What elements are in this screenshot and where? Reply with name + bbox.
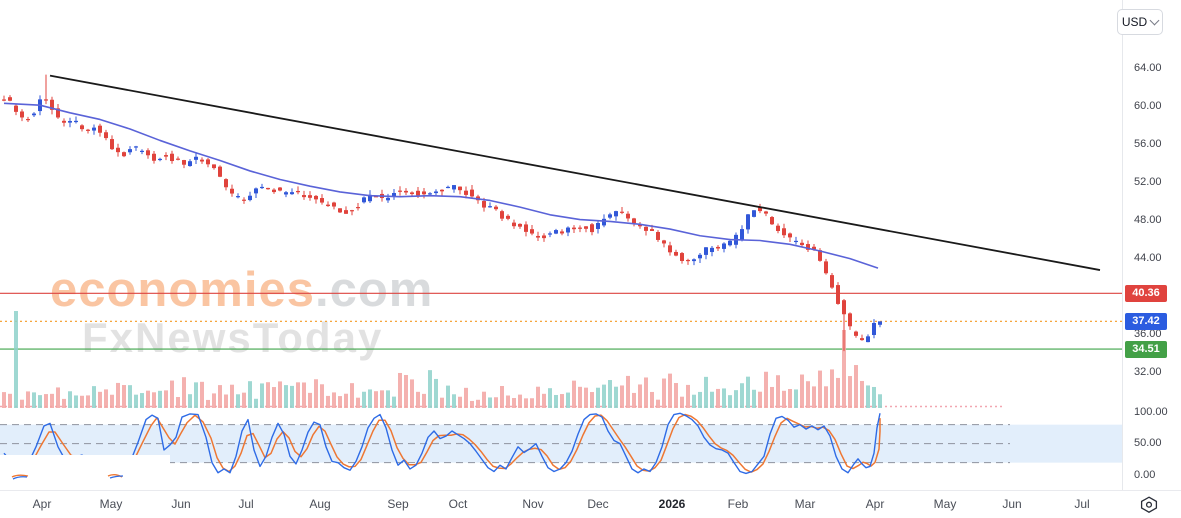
- watermark-domain: .com: [314, 263, 434, 317]
- time-axis-label: May: [933, 497, 957, 511]
- oscillator-tick-label: 0.00: [1134, 468, 1156, 481]
- price-tick-label: 52.00: [1134, 175, 1162, 188]
- price-tick-label: 48.00: [1134, 213, 1162, 226]
- time-axis-label: Jul: [1074, 497, 1090, 511]
- currency-selector-button[interactable]: USD: [1117, 9, 1163, 35]
- time-axis-label: Apr: [865, 497, 885, 511]
- watermark-tagline: FxNewsToday: [82, 314, 384, 361]
- price-tick-label: 64.00: [1134, 61, 1162, 74]
- price-axis[interactable]: 64.00 60.00 56.00 52.00 48.00 44.00 36.00 32.00…: [1122, 0, 1181, 490]
- oscillator-tick-label: 100.00: [1134, 405, 1168, 418]
- time-axis-label: Sep: [387, 497, 409, 511]
- settings-hexagon-icon[interactable]: [1138, 495, 1160, 515]
- time-axis-label: Apr: [32, 497, 52, 511]
- chevron-down-icon: [1149, 15, 1160, 26]
- price-tick-label: 36.00: [1134, 328, 1162, 341]
- price-tick-label: 56.00: [1134, 137, 1162, 150]
- currency-selector-value: USD: [1121, 15, 1148, 29]
- time-axis-label: Dec: [587, 497, 609, 511]
- time-axis-label: Feb: [727, 497, 749, 511]
- watermark-brand: economies: [50, 263, 315, 317]
- time-axis-label: Aug: [309, 497, 331, 511]
- time-axis-label: Jul: [238, 497, 254, 511]
- price-badge-support: 34.51: [1125, 340, 1167, 358]
- time-axis-label: Jun: [171, 497, 191, 511]
- time-axis-label: Jun: [1002, 497, 1022, 511]
- oscillator-tick-label: 50.00: [1134, 437, 1162, 450]
- time-axis-label: 2026: [658, 497, 686, 511]
- price-badge-resistance: 40.36: [1125, 284, 1167, 302]
- time-axis-label: Oct: [448, 497, 468, 511]
- price-tick-label: 32.00: [1134, 366, 1162, 379]
- time-axis-label: May: [99, 497, 123, 511]
- time-axis-label: Mar: [794, 497, 816, 511]
- price-badge-last-price: 37.42: [1125, 312, 1167, 330]
- price-tick-label: 44.00: [1134, 252, 1162, 265]
- watermark: economies.com FxNewsToday: [50, 266, 433, 359]
- time-axis[interactable]: Apr May Jun Jul Aug Sep Oct Nov Dec 2026 Feb Mar Apr…: [0, 490, 1181, 518]
- price-tick-label: 60.00: [1134, 99, 1162, 112]
- time-axis-label: Nov: [522, 497, 544, 511]
